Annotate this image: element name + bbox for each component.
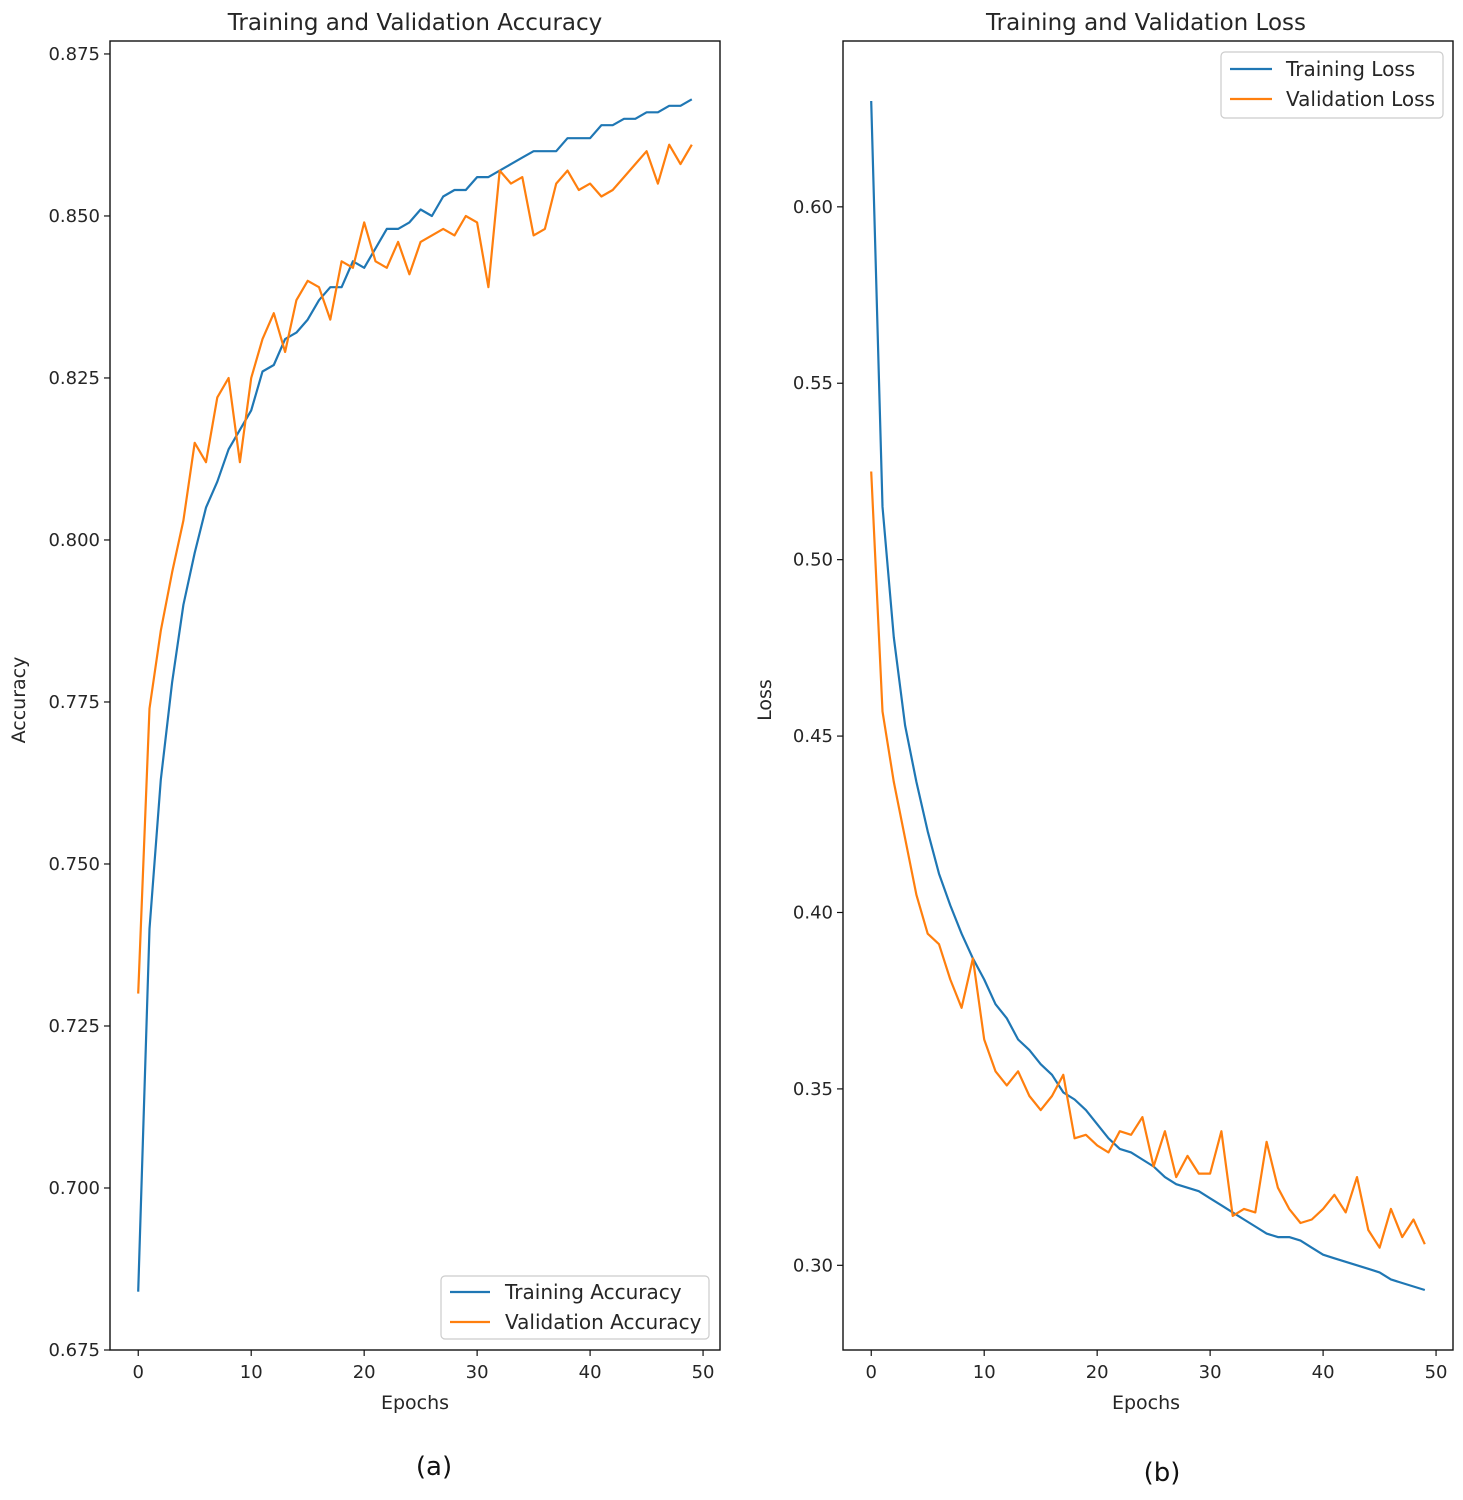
x-tick-label: 0 bbox=[133, 1362, 144, 1383]
y-tick-label: 0.850 bbox=[48, 206, 100, 227]
series-line-training-loss bbox=[870, 100, 1426, 1292]
legend-box bbox=[440, 1275, 710, 1340]
panel-caption: (a) bbox=[416, 1452, 452, 1482]
series-layer bbox=[137, 98, 693, 1292]
series-line-validation-loss bbox=[870, 471, 1426, 1249]
x-axis-label: Epochs bbox=[381, 1392, 449, 1414]
x-tick-label: 40 bbox=[1312, 1362, 1335, 1383]
legend: Training Accuracy Validation Accuracy bbox=[440, 1275, 710, 1340]
y-tick-label: 0.675 bbox=[48, 1340, 100, 1361]
chart-title: Training and Validation Accuracy bbox=[227, 10, 603, 36]
y-tick-label: 0.875 bbox=[48, 44, 100, 65]
panel-caption: (b) bbox=[1144, 1458, 1181, 1488]
y-tick-label: 0.775 bbox=[48, 692, 100, 713]
legend-box bbox=[1220, 51, 1444, 119]
series-layer bbox=[870, 100, 1426, 1292]
series-line-training-accuracy bbox=[137, 98, 693, 1292]
legend-label-validation-loss: Validation Loss bbox=[1286, 87, 1435, 111]
x-tick-label: 10 bbox=[973, 1362, 996, 1383]
x-tick-label: 0 bbox=[866, 1362, 877, 1383]
x-tick-label: 30 bbox=[466, 1362, 489, 1383]
y-tick-label: 0.800 bbox=[48, 530, 100, 551]
y-tick-label: 0.30 bbox=[793, 1255, 833, 1276]
tick-layer: 0 10 20 30 40 50 0.675 0.700 0.725 0.750 0.775 0.80… bbox=[48, 44, 714, 1383]
x-tick-label: 50 bbox=[692, 1362, 715, 1383]
plot-frame bbox=[842, 40, 1454, 1351]
x-tick-label: 40 bbox=[579, 1362, 602, 1383]
y-tick-label: 0.45 bbox=[793, 726, 833, 747]
legend-label-training-accuracy: Training Accuracy bbox=[504, 1280, 682, 1304]
x-tick-label: 20 bbox=[1086, 1362, 1109, 1383]
y-tick-label: 0.40 bbox=[793, 902, 833, 923]
x-tick-label: 10 bbox=[240, 1362, 263, 1383]
plot-frame bbox=[109, 40, 721, 1351]
tick-layer: 0 10 20 30 40 50 0.30 0.35 0.40 0.45 0.50 0.55 0.60 bbox=[793, 197, 1448, 1383]
y-axis-label: Loss bbox=[754, 679, 776, 721]
x-axis-label: Epochs bbox=[1112, 1392, 1180, 1414]
y-tick-label: 0.50 bbox=[793, 550, 833, 571]
legend: Training Loss Validation Loss bbox=[1220, 51, 1444, 119]
y-tick-label: 0.825 bbox=[48, 368, 100, 389]
y-tick-label: 0.750 bbox=[48, 854, 100, 875]
y-tick-label: 0.35 bbox=[793, 1079, 833, 1100]
series-line-validation-accuracy bbox=[137, 143, 693, 994]
loss-chart: Training and Validation Loss 0 10 20 30 40 50… bbox=[754, 10, 1454, 1488]
legend-label-training-loss: Training Loss bbox=[1285, 57, 1415, 81]
y-axis-label: Accuracy bbox=[8, 657, 30, 744]
x-tick-label: 30 bbox=[1199, 1362, 1222, 1383]
legend-label-validation-accuracy: Validation Accuracy bbox=[505, 1310, 702, 1334]
y-tick-label: 0.60 bbox=[793, 197, 833, 218]
x-tick-label: 50 bbox=[1425, 1362, 1448, 1383]
y-tick-label: 0.700 bbox=[48, 1178, 100, 1199]
accuracy-chart: Training and Validation Accuracy 0 10 20 30… bbox=[8, 10, 721, 1482]
y-tick-label: 0.55 bbox=[793, 373, 833, 394]
y-tick-label: 0.725 bbox=[48, 1016, 100, 1037]
x-tick-label: 20 bbox=[353, 1362, 376, 1383]
chart-title: Training and Validation Loss bbox=[985, 10, 1306, 36]
